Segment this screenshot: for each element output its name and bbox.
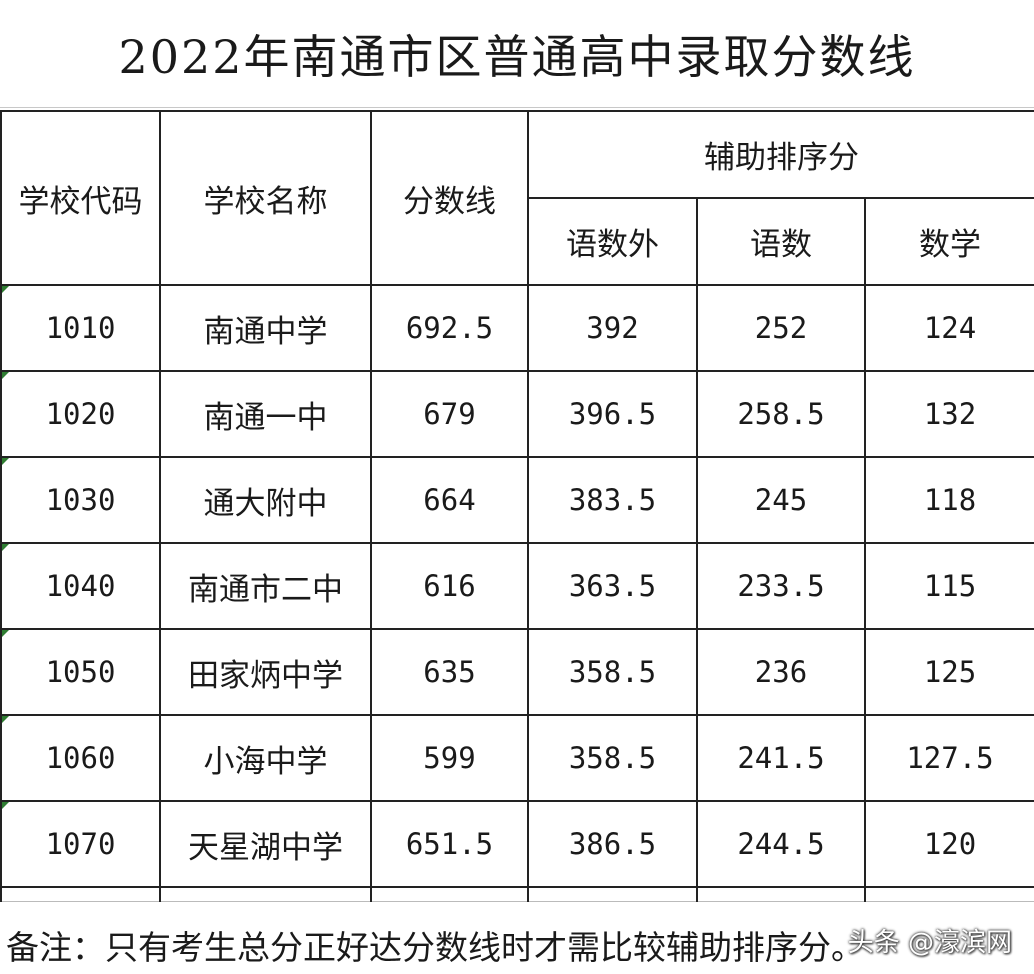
score-line-cell: 664 (370, 456, 529, 544)
math-cell: 120 (863, 800, 1034, 888)
header-school-name: 学校名称 (159, 110, 372, 286)
math-cell: 132 (863, 370, 1034, 458)
score-line-cell: 599 (370, 714, 529, 802)
score-line-cell: 635 (370, 628, 529, 716)
school-code-cell: 1010 (0, 284, 161, 372)
footnote: 备注：只有考生总分正好达分数线时才需比较辅助排序分。 (6, 928, 864, 967)
table-row: 1070 天星湖中学 651.5 386.5 244.5 120 (0, 800, 1034, 888)
chinese-math-english-cell: 392 (527, 284, 698, 372)
empty-cell (696, 886, 866, 902)
chinese-math-english-cell: 386.5 (527, 800, 698, 888)
header-math: 数学 (863, 197, 1034, 286)
math-cell: 125 (863, 628, 1034, 716)
score-line-cell: 679 (370, 370, 529, 458)
empty-cell (527, 886, 698, 902)
header-row: 学校代码 学校名称 分数线 辅助排序分 (0, 110, 1034, 286)
math-cell: 115 (863, 542, 1034, 630)
table-row: 1060 小海中学 599 358.5 241.5 127.5 (0, 714, 1034, 802)
school-code-cell: 1050 (0, 628, 161, 716)
watermark: 头条 @濠滨网 (847, 927, 1012, 958)
table-row: 1020 南通一中 679 396.5 258.5 132 (0, 370, 1034, 458)
math-cell: 118 (863, 456, 1034, 544)
school-name-cell: 小海中学 (159, 714, 372, 802)
school-name-cell: 通大附中 (159, 456, 372, 544)
table-row: 1050 田家炳中学 635 358.5 236 125 (0, 628, 1034, 716)
header-chinese-math-english: 语数外 (527, 197, 698, 286)
chinese-math-cell: 258.5 (696, 370, 866, 458)
chinese-math-cell: 244.5 (696, 800, 866, 888)
empty-cell (863, 886, 1034, 902)
empty-spacer-row (0, 886, 1034, 902)
chinese-math-cell: 252 (696, 284, 866, 372)
score-line-cell: 616 (370, 542, 529, 630)
chinese-math-english-cell: 358.5 (527, 714, 698, 802)
school-name-cell: 南通市二中 (159, 542, 372, 630)
school-code-cell: 1020 (0, 370, 161, 458)
school-code-cell: 1070 (0, 800, 161, 888)
subheader-row: 语数外 语数 数学 (1, 197, 1034, 286)
table-row: 1040 南通市二中 616 363.5 233.5 115 (0, 542, 1034, 630)
header-chinese-math: 语数 (696, 197, 866, 286)
school-code-cell: 1060 (0, 714, 161, 802)
score-line-cell: 692.5 (370, 284, 529, 372)
school-name-cell: 天星湖中学 (159, 800, 372, 888)
header-score-line: 分数线 (370, 110, 529, 286)
chinese-math-english-cell: 358.5 (527, 628, 698, 716)
chinese-math-cell: 245 (696, 456, 866, 544)
table-row: 1010 南通中学 692.5 392 252 124 (0, 284, 1034, 372)
school-code-cell: 1040 (0, 542, 161, 630)
school-code-cell: 1030 (0, 456, 161, 544)
math-cell: 127.5 (863, 714, 1034, 802)
admission-score-table: 学校代码 学校名称 分数线 辅助排序分 语数外 语数 数学 1010 南通中学 … (0, 110, 1034, 902)
chinese-math-cell: 236 (696, 628, 866, 716)
header-school-code: 学校代码 (0, 110, 161, 286)
empty-cell (159, 886, 372, 902)
chinese-math-english-cell: 383.5 (527, 456, 698, 544)
table-row: 1030 通大附中 664 383.5 245 118 (0, 456, 1034, 544)
page-title: 2022年南通市区普通高中录取分数线 (0, 0, 1034, 108)
chinese-math-cell: 233.5 (696, 542, 866, 630)
header-aux-sort-score: 辅助排序分 (526, 110, 1034, 199)
school-name-cell: 南通一中 (159, 370, 372, 458)
math-cell: 124 (863, 284, 1034, 372)
school-name-cell: 南通中学 (159, 284, 372, 372)
chinese-math-cell: 241.5 (696, 714, 866, 802)
empty-cell (370, 886, 529, 902)
chinese-math-english-cell: 363.5 (527, 542, 698, 630)
chinese-math-english-cell: 396.5 (527, 370, 698, 458)
score-line-cell: 651.5 (370, 800, 529, 888)
school-name-cell: 田家炳中学 (159, 628, 372, 716)
empty-cell (0, 886, 161, 902)
